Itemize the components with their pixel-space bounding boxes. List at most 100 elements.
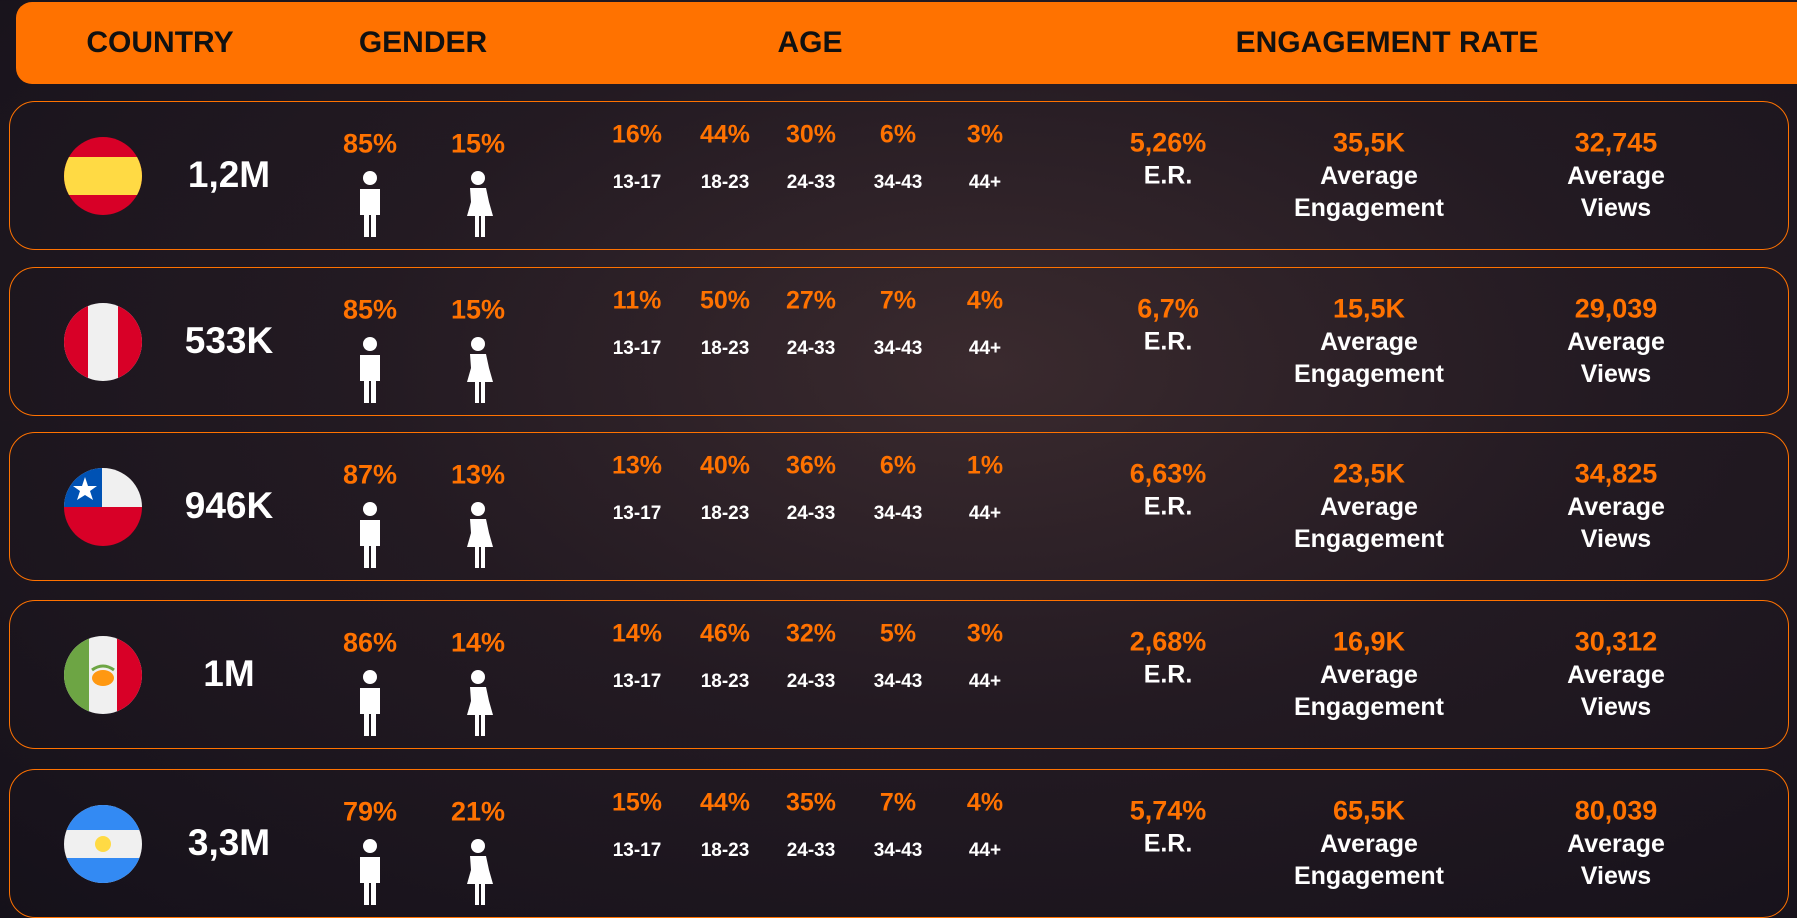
age-share: 7% [880, 287, 916, 316]
engagement-value: 16,9K [1333, 627, 1405, 658]
views-label: Average Views [1567, 326, 1665, 390]
audience-size: 1,2M [188, 154, 270, 196]
age-share: 3% [967, 620, 1003, 649]
engagement-label: Average Engagement [1294, 491, 1444, 555]
male-share: 79% [343, 797, 397, 828]
er-value: 5,74% [1130, 796, 1207, 827]
age-share: 32% [786, 620, 836, 649]
views-label: Average Views [1567, 828, 1665, 892]
age-share: 44% [700, 121, 750, 150]
audience-size: 3,3M [188, 822, 270, 864]
views-value: 29,039 [1575, 294, 1658, 325]
age-range: 44+ [969, 338, 1001, 360]
er-value: 6,7% [1137, 294, 1199, 325]
engagement-label: Average Engagement [1294, 659, 1444, 723]
age-range: 24-33 [787, 671, 836, 693]
female-share: 13% [451, 460, 505, 491]
age-share: 11% [613, 287, 662, 316]
age-share: 15% [612, 789, 662, 818]
female-share: 14% [451, 628, 505, 659]
age-range: 34-43 [874, 172, 923, 194]
age-range: 24-33 [787, 172, 836, 194]
age-range: 18-23 [701, 503, 750, 525]
audience-size: 1M [203, 653, 254, 695]
er-label: E.R. [1144, 328, 1193, 357]
age-range: 44+ [969, 840, 1001, 862]
age-share: 40% [700, 452, 750, 481]
er-value: 5,26% [1130, 128, 1207, 159]
age-range: 24-33 [787, 338, 836, 360]
views-value: 30,312 [1575, 627, 1658, 658]
page: COUNTRY GENDER AGE ENGAGEMENT RATE (() =… [0, 0, 1797, 918]
er-label: E.R. [1144, 830, 1193, 859]
engagement-value: 65,5K [1333, 796, 1405, 827]
age-share: 5% [880, 620, 916, 649]
er-value: 6,63% [1130, 459, 1207, 490]
column-header: COUNTRY [86, 26, 233, 60]
male-icon [356, 170, 384, 237]
country-flag [64, 303, 142, 381]
female-share: 21% [451, 797, 505, 828]
age-range: 13-17 [613, 840, 662, 862]
views-value: 80,039 [1575, 796, 1658, 827]
engagement-label: Average Engagement [1294, 828, 1444, 892]
age-share: 6% [880, 121, 916, 150]
age-share: 4% [967, 287, 1003, 316]
er-label: E.R. [1144, 493, 1193, 522]
age-share: 46% [700, 620, 750, 649]
female-share: 15% [451, 295, 505, 326]
age-range: 24-33 [787, 503, 836, 525]
column-header: GENDER [359, 26, 487, 60]
age-range: 13-17 [613, 338, 662, 360]
age-range: 34-43 [874, 503, 923, 525]
age-share: 27% [786, 287, 836, 316]
views-value: 32,745 [1575, 128, 1658, 159]
age-share: 44% [700, 789, 750, 818]
age-range: 24-33 [787, 840, 836, 862]
male-share: 85% [343, 295, 397, 326]
audience-size: 946K [185, 485, 273, 527]
country-flag [64, 805, 142, 883]
country-flag [64, 468, 142, 546]
age-share: 6% [880, 452, 916, 481]
country-row: 946K 87% 13% 13% 13-17 40% 18-23 36% 24-33 6% 34-4… [9, 432, 1789, 581]
age-range: 13-17 [613, 503, 662, 525]
male-icon [356, 669, 384, 736]
age-share: 13% [612, 452, 662, 481]
female-icon [462, 170, 494, 237]
age-range: 18-23 [701, 671, 750, 693]
column-header: ENGAGEMENT RATE [1236, 26, 1539, 60]
age-range: 34-43 [874, 671, 923, 693]
age-range: 13-17 [613, 172, 662, 194]
male-icon [356, 501, 384, 568]
age-range: 44+ [969, 172, 1001, 194]
male-icon [356, 336, 384, 403]
age-share: 36% [786, 452, 836, 481]
audience-size: 533K [185, 320, 273, 362]
age-range: 34-43 [874, 840, 923, 862]
female-icon [462, 501, 494, 568]
age-share: 3% [967, 121, 1003, 150]
views-label: Average Views [1567, 160, 1665, 224]
age-range: 44+ [969, 503, 1001, 525]
age-range: 18-23 [701, 840, 750, 862]
female-share: 15% [451, 129, 505, 160]
age-share: 14% [612, 620, 662, 649]
header-bar: COUNTRY GENDER AGE ENGAGEMENT RATE [16, 2, 1797, 84]
age-range: 18-23 [701, 172, 750, 194]
engagement-value: 15,5K [1333, 294, 1405, 325]
age-share: 1% [967, 452, 1003, 481]
age-share: 7% [880, 789, 916, 818]
engagement-label: Average Engagement [1294, 160, 1444, 224]
male-share: 86% [343, 628, 397, 659]
age-range: 18-23 [701, 338, 750, 360]
views-value: 34,825 [1575, 459, 1658, 490]
age-range: 13-17 [613, 671, 662, 693]
male-share: 87% [343, 460, 397, 491]
engagement-label: Average Engagement [1294, 326, 1444, 390]
female-icon [462, 838, 494, 905]
views-label: Average Views [1567, 491, 1665, 555]
country-flag [64, 636, 142, 714]
